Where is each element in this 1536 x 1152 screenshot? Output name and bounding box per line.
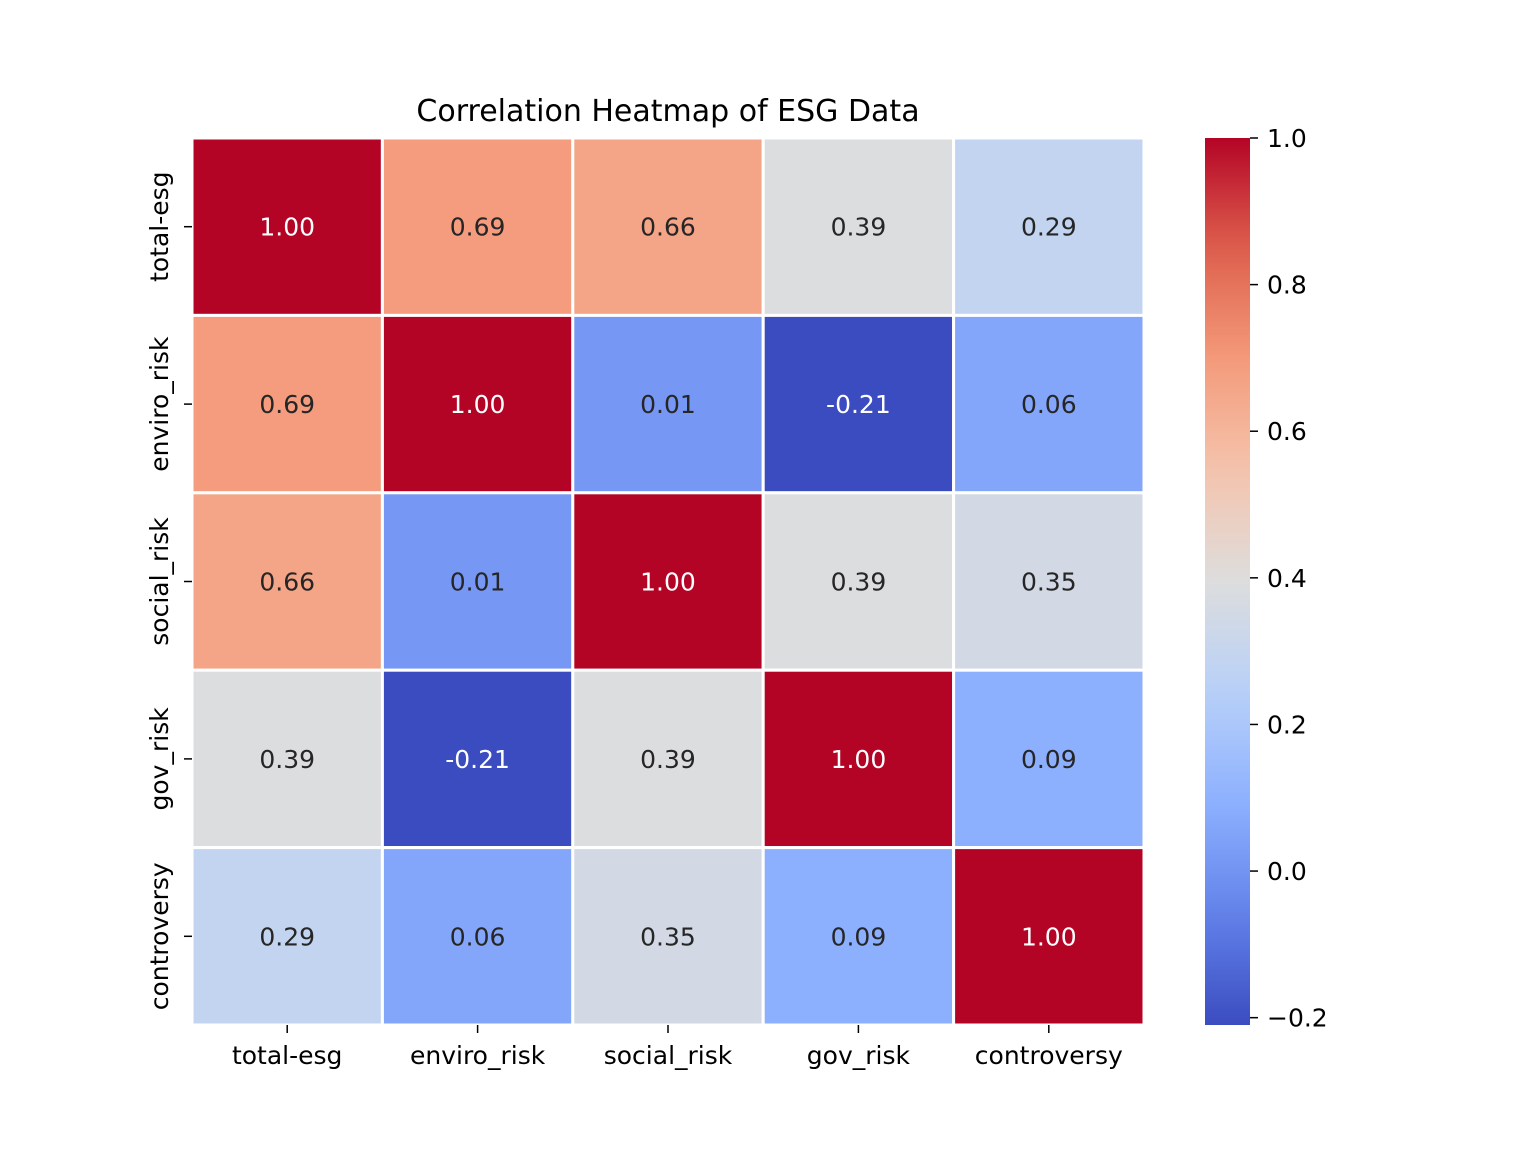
chart-title: Correlation Heatmap of ESG Data	[416, 94, 919, 129]
cell-annotation-3-4: 0.09	[1021, 745, 1077, 774]
cell-annotation-0-1: 0.69	[450, 213, 506, 242]
heatmap-cell-4-0	[190, 846, 384, 1027]
x-tick-label: gov_risk	[807, 1041, 911, 1070]
cell-annotation-4-1: 0.06	[450, 922, 506, 951]
cell-annotation-3-2: 0.39	[640, 745, 696, 774]
colorbar-tick-label: 0.6	[1267, 417, 1307, 446]
heatmap-cell-2-1	[380, 491, 575, 672]
heatmap-cell-0-1	[380, 136, 575, 317]
colorbar: 1.0 0.8 0.6 0.4 0.2 0.0 −0.2	[1205, 124, 1328, 1033]
x-tick-label: social_risk	[604, 1041, 733, 1070]
x-tick-label: enviro_risk	[410, 1041, 546, 1070]
cell-annotation-1-0: 0.69	[259, 390, 315, 419]
cell-annotation-0-4: 0.29	[1021, 213, 1077, 242]
cell-annotation-2-2: 1.00	[640, 568, 696, 597]
cell-annotation-3-1: -0.21	[445, 745, 510, 774]
x-tick-label: total-esg	[232, 1041, 342, 1070]
cell-annotation-0-3: 0.39	[831, 213, 887, 242]
cell-annotation-1-1: 1.00	[450, 390, 506, 419]
heatmap-cell-0-2	[571, 136, 765, 317]
cell-annotation-0-0: 1.00	[259, 213, 315, 242]
x-axis: total-esg enviro_risk social_risk gov_risk c…	[232, 1025, 1123, 1070]
colorbar-tick-label: 1.0	[1267, 124, 1307, 153]
cell-annotation-3-0: 0.39	[259, 745, 315, 774]
cell-annotation-1-2: 0.01	[640, 390, 696, 419]
heatmap-cell-0-0	[190, 136, 384, 317]
y-tick-label: controversy	[145, 862, 174, 1010]
heatmap-cell-4-4	[952, 846, 1146, 1027]
cell-annotation-1-3: -0.21	[826, 390, 891, 419]
x-tick-label: controversy	[975, 1041, 1123, 1070]
colorbar-tick-label: 0.8	[1267, 271, 1307, 300]
heatmap-cell-4-1	[380, 846, 575, 1027]
heatmap-cell-3-2	[571, 668, 765, 850]
y-tick-label: total-esg	[145, 171, 174, 281]
heatmap-cell-2-3	[761, 491, 956, 672]
cell-annotation-2-3: 0.39	[831, 568, 887, 597]
y-tick-label: gov_risk	[145, 707, 174, 811]
heatmap-annotations: 1.00 0.69 0.66 0.39 0.29 0.69 1.00 0.01 -0.21 0.0…	[259, 213, 1076, 952]
heatmap-cell-3-4	[952, 668, 1146, 850]
heatmap-cell-1-4	[952, 313, 1146, 495]
cell-annotation-4-2: 0.35	[640, 922, 696, 951]
colorbar-tick-label: 0.2	[1267, 710, 1307, 739]
heatmap-cell-3-1	[380, 668, 575, 850]
colorbar-tick-label: 0.4	[1267, 564, 1307, 593]
y-axis: total-esg enviro_risk social_risk gov_riskc…	[145, 171, 192, 1010]
cell-annotation-2-1: 0.01	[450, 568, 506, 597]
colorbar-tick-label: −0.2	[1267, 1004, 1328, 1033]
cell-annotation-0-2: 0.66	[640, 213, 696, 242]
heatmap-cell-1-2	[571, 313, 765, 495]
heatmap-cells	[190, 136, 1146, 1027]
y-tick-label: enviro_risk	[145, 336, 174, 472]
cell-annotation-4-3: 0.09	[831, 922, 887, 951]
colorbar-gradient	[1205, 138, 1250, 1025]
cell-annotation-2-4: 0.35	[1021, 568, 1077, 597]
heatmap-cell-3-3	[761, 668, 956, 850]
cell-annotation-4-0: 0.29	[259, 922, 315, 951]
colorbar-tick-label: 0.0	[1267, 857, 1307, 886]
cell-annotation-3-3: 1.00	[831, 745, 887, 774]
cell-annotation-4-4: 1.00	[1021, 922, 1077, 951]
cell-annotation-2-0: 0.66	[259, 568, 315, 597]
heatmap-cell-4-2	[571, 846, 765, 1027]
cell-annotation-1-4: 0.06	[1021, 390, 1077, 419]
y-tick-label: social_risk	[145, 517, 174, 646]
